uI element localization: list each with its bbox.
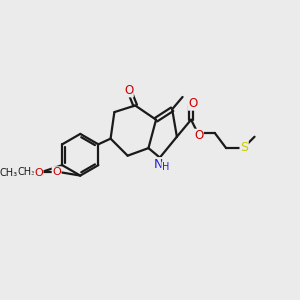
Text: CH₃: CH₃ [0, 168, 18, 178]
Text: O: O [34, 168, 43, 178]
Text: O: O [124, 84, 133, 97]
Text: CH₃: CH₃ [18, 167, 36, 177]
Text: H: H [162, 162, 169, 172]
Text: S: S [240, 141, 248, 154]
Text: O: O [194, 129, 203, 142]
Text: O: O [52, 167, 61, 177]
Text: N: N [154, 158, 164, 171]
Text: O: O [188, 97, 198, 110]
